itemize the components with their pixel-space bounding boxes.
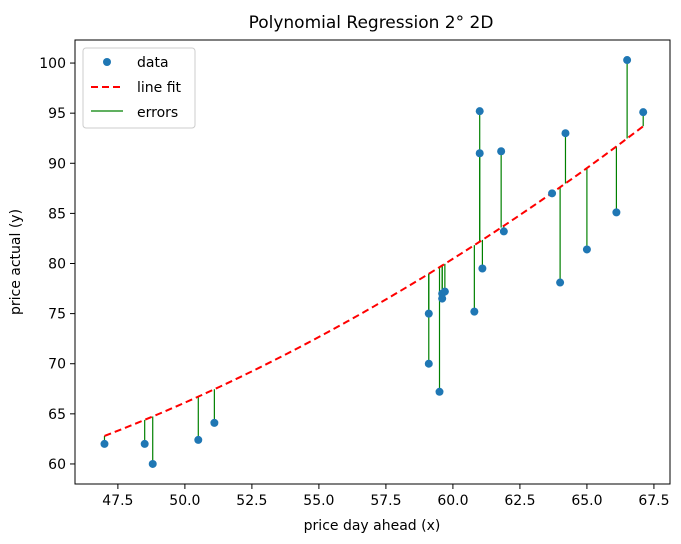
legend-box [82, 47, 196, 129]
x-tick-label: 60.0 [437, 493, 468, 509]
plot-area [100, 56, 648, 468]
data-point [424, 309, 433, 318]
x-tick-label: 67.5 [638, 493, 669, 509]
y-tick-label: 100 [39, 56, 66, 72]
data-point [548, 189, 557, 198]
y-tick-label: 70 [48, 357, 66, 373]
data-point [478, 264, 487, 273]
data-point [475, 107, 484, 116]
data-point [561, 129, 570, 138]
data-point [210, 418, 219, 427]
legend: data line fit errors [82, 47, 196, 129]
y-tick-label: 65 [48, 407, 66, 423]
data-point [148, 459, 157, 468]
y-tick-label: 75 [48, 307, 66, 323]
y-tick-label: 80 [48, 257, 66, 273]
y-tick-label: 60 [48, 457, 66, 473]
data-point [582, 245, 591, 254]
legend-data-marker [103, 58, 111, 66]
data-point [100, 439, 109, 448]
y-axis-label: price actual (y) [8, 209, 24, 315]
y-tick-label: 95 [48, 106, 66, 122]
x-axis: 47.5 50.0 52.5 55.0 57.5 60.0 62.5 65.0 67.5 [102, 484, 670, 509]
data-point [639, 108, 648, 117]
data-point [556, 278, 565, 287]
data-point [194, 435, 203, 444]
data-point [440, 287, 449, 296]
x-tick-label: 55.0 [303, 493, 334, 509]
data-point [475, 149, 484, 158]
data-point [612, 208, 621, 217]
legend-label-data: data [137, 55, 169, 71]
x-tick-label: 65.0 [571, 493, 602, 509]
data-point [470, 307, 479, 316]
x-tick-label: 52.5 [236, 493, 267, 509]
axes-frame [74, 39, 671, 485]
data-point [438, 294, 447, 303]
x-axis-label: price day ahead (x) [304, 518, 441, 534]
data-point [499, 227, 508, 236]
x-tick-label: 57.5 [370, 493, 401, 509]
data-point [497, 147, 506, 156]
y-axis: 60 65 70 75 80 85 90 95 100 [39, 56, 75, 473]
x-tick-label: 62.5 [504, 493, 535, 509]
legend-label-errors: errors [137, 105, 178, 121]
data-point [623, 56, 632, 65]
chart-title: Polynomial Regression 2° 2D [249, 13, 494, 33]
x-tick-label: 47.5 [102, 493, 133, 509]
y-tick-label: 85 [48, 206, 66, 222]
data-point [435, 387, 444, 396]
y-tick-label: 90 [48, 156, 66, 172]
data-point [140, 439, 149, 448]
x-tick-label: 50.0 [169, 493, 200, 509]
data-point [424, 359, 433, 368]
legend-label-line-fit: line fit [137, 80, 182, 96]
